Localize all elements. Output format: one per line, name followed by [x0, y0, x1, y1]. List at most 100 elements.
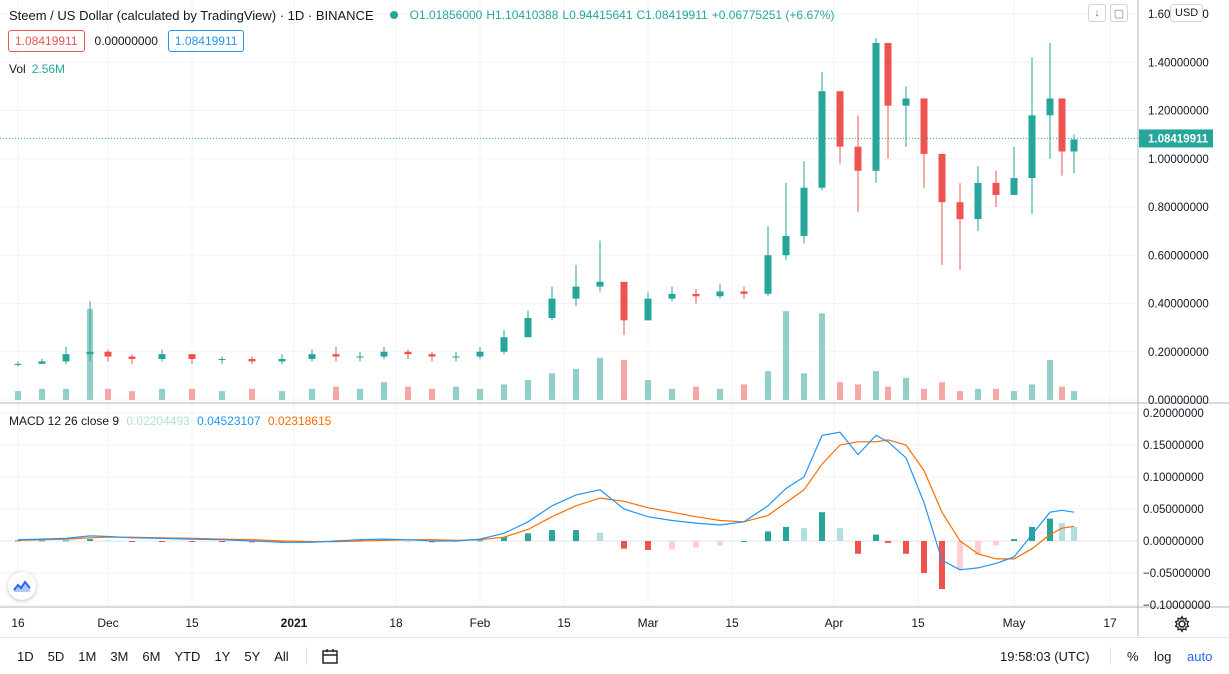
- spread-value: 0.00000000: [94, 34, 158, 48]
- range-button-6m[interactable]: 6M: [142, 648, 161, 664]
- candle-body: [380, 351, 388, 357]
- macd-histogram-bar: [993, 541, 999, 546]
- volume-bar: [1011, 391, 1017, 400]
- range-button-ytd[interactable]: YTD: [174, 648, 201, 664]
- market-status-icon: [389, 11, 398, 19]
- ask-price[interactable]: 1.08419911: [167, 30, 245, 52]
- date-range-buttons: 1D 5D 1M 3M 6M YTD 1Y 5Y All: [10, 649, 296, 664]
- volume-bar: [855, 384, 861, 400]
- macd-histogram-bar: [903, 541, 909, 554]
- volume-bar: [573, 368, 579, 400]
- volume-bar: [621, 360, 627, 400]
- macd-tick-label: −0.10000000: [1143, 600, 1210, 612]
- candle-body: [992, 182, 1000, 195]
- candle-body: [920, 98, 928, 154]
- volume-bar: [501, 384, 507, 400]
- volume-bar: [783, 311, 789, 400]
- range-button-1m[interactable]: 1M: [78, 648, 97, 664]
- currency-badge[interactable]: USD: [1170, 4, 1204, 22]
- macd-histogram-bar: [39, 540, 45, 542]
- macd-tick-label: 0.20000000: [1143, 408, 1204, 420]
- calendar-icon[interactable]: [321, 647, 339, 665]
- macd-histogram-bar: [693, 541, 699, 548]
- candle-body: [332, 354, 340, 357]
- range-button-3m[interactable]: 3M: [110, 648, 129, 664]
- macd-histogram-bar: [1071, 526, 1077, 541]
- volume-bar: [219, 391, 225, 400]
- volume-bar: [249, 388, 255, 400]
- auto-scale-toggle[interactable]: auto: [1187, 648, 1213, 664]
- volume-bar: [189, 388, 195, 400]
- volume-bar: [741, 384, 747, 400]
- candle-body: [86, 351, 94, 355]
- candle-body: [644, 298, 652, 321]
- candle-body: [38, 361, 46, 364]
- macd-histogram-bar: [429, 541, 435, 543]
- macd-signal-value: 0.02318615: [267, 414, 332, 428]
- volume-bar: [309, 388, 315, 400]
- macd-histogram-bar: [573, 530, 579, 541]
- volume-bar: [453, 386, 459, 400]
- time-tick-label: 16: [11, 616, 25, 630]
- macd-histogram-bar: [741, 541, 747, 542]
- ohlc-close: C1.08419911: [636, 8, 708, 22]
- macd-histogram-bar: [405, 541, 411, 542]
- symbol-title: Steem / US Dollar (calculated by Trading…: [9, 7, 374, 23]
- chart-canvas[interactable]: 1.40000000 1.20000000 1.00000000 0.80000000…: [0, 0, 1229, 636]
- utc-clock[interactable]: 19:58:03 (UTC): [1000, 648, 1090, 664]
- candle-body: [14, 363, 22, 365]
- percent-scale-toggle[interactable]: %: [1127, 648, 1139, 664]
- price-tick-label: 1.40000000: [1148, 57, 1209, 69]
- volume-bar: [645, 380, 651, 400]
- macd-histogram-bar: [957, 541, 963, 570]
- macd-pane: [0, 431, 1138, 589]
- range-button-1y[interactable]: 1Y: [214, 648, 231, 664]
- volume-bar: [801, 373, 807, 400]
- volume-bar: [525, 380, 531, 400]
- volume-bar: [957, 391, 963, 400]
- range-button-5y[interactable]: 5Y: [244, 648, 261, 664]
- download-arrow-icon[interactable]: ↓: [1088, 4, 1106, 22]
- time-tick-label: Apr: [825, 616, 844, 630]
- bid-price[interactable]: 1.08419911: [8, 30, 85, 52]
- time-tick-label: 17: [1103, 616, 1117, 630]
- macd-label: MACD 12 26 close 9: [9, 414, 120, 428]
- macd-tick-label: 0.00000000: [1143, 536, 1204, 548]
- volume-value: 2.56M: [31, 62, 66, 76]
- macd-histogram-bar: [87, 539, 93, 541]
- candle-body: [1010, 178, 1018, 195]
- candle-body: [716, 291, 724, 297]
- macd-tick-label: 0.15000000: [1143, 440, 1204, 452]
- toolbar-divider: [305, 647, 307, 665]
- range-button-5d[interactable]: 5D: [47, 648, 65, 664]
- candle-body: [452, 356, 460, 358]
- settings-gear-icon[interactable]: [1172, 614, 1192, 634]
- time-tick-label: 18: [389, 616, 403, 630]
- macd-histogram-bar: [129, 541, 135, 542]
- candle-body: [836, 91, 844, 147]
- volume-bar: [39, 388, 45, 400]
- ohlc-open: O1.01856000: [409, 8, 483, 22]
- candle-body: [188, 354, 196, 359]
- candle-body: [308, 354, 316, 359]
- price-boxes: 1.08419911 0.00000000 1.08419911: [8, 30, 245, 52]
- volume-bar: [921, 388, 927, 400]
- range-button-all[interactable]: All: [274, 648, 289, 664]
- range-button-1d[interactable]: 1D: [17, 648, 34, 664]
- candle-body: [938, 153, 946, 203]
- macd-histogram-bar: [549, 530, 555, 541]
- macd-histogram-bar: [1059, 523, 1065, 541]
- macd-tick-label: 0.05000000: [1143, 504, 1204, 516]
- last-price-label: 1.08419911: [1148, 133, 1209, 145]
- tradingview-logo-icon[interactable]: [8, 572, 36, 600]
- restore-pane-icon[interactable]: ▢: [1110, 4, 1128, 22]
- log-scale-toggle[interactable]: log: [1154, 648, 1172, 664]
- chart-grid: [0, 0, 1138, 606]
- macd-histogram-bar: [669, 541, 675, 550]
- time-tick-label: Mar: [638, 616, 659, 630]
- toolbar-divider: [1110, 647, 1111, 665]
- candle-body: [572, 286, 580, 299]
- macd-histogram-bar: [975, 541, 981, 556]
- macd-histogram-bar: [357, 539, 363, 541]
- volume-bar: [975, 388, 981, 400]
